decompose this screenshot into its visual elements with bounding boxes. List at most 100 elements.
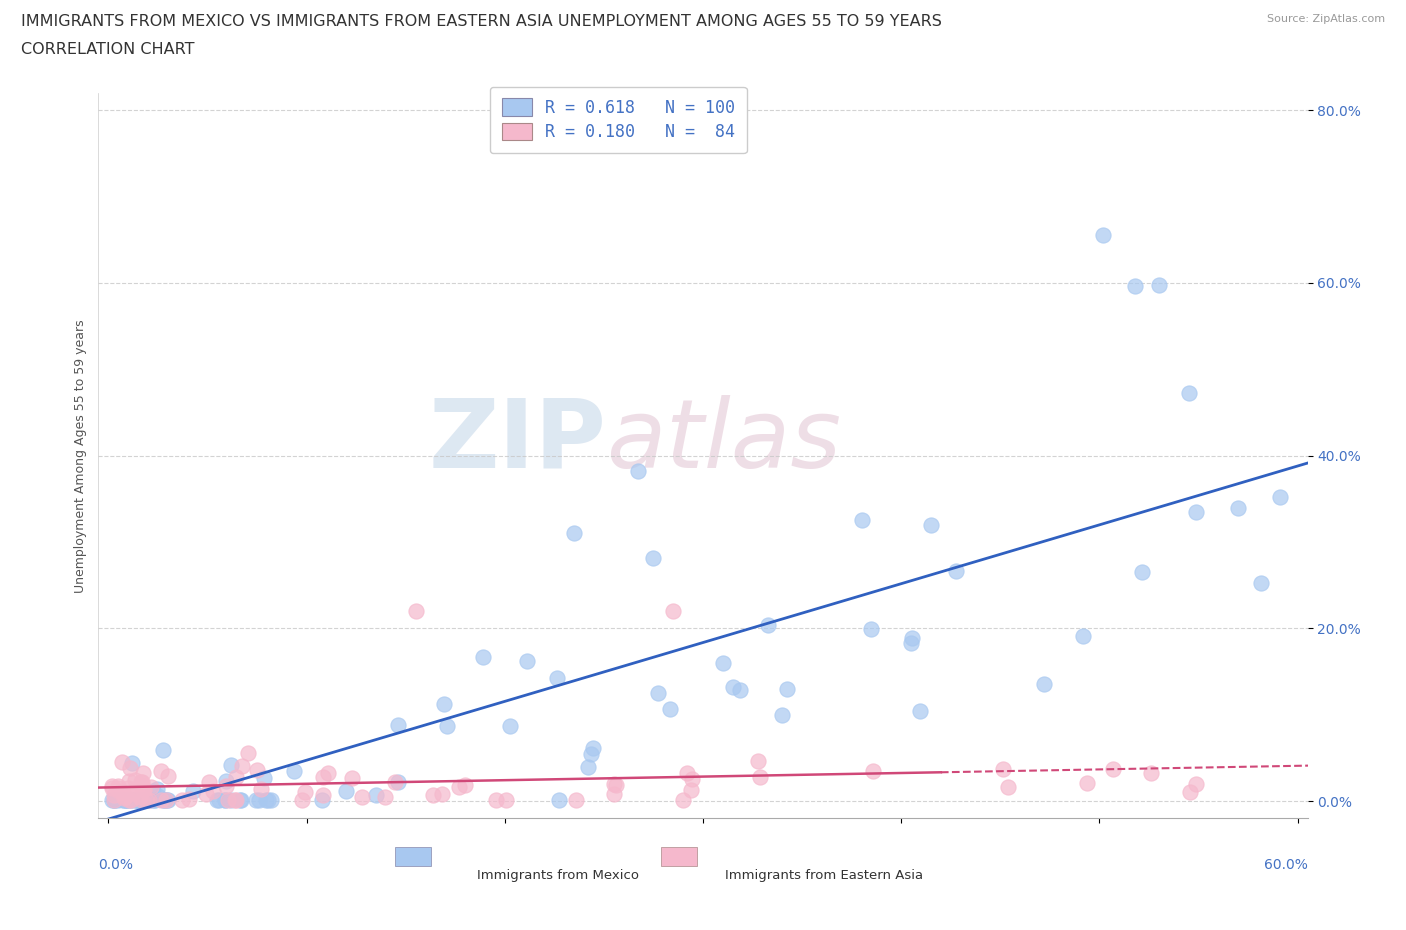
Point — [1250, 576, 1272, 591]
Point — [103, 792, 125, 807]
Point — [603, 787, 626, 802]
Point — [149, 792, 172, 807]
Text: Immigrants from Mexico: Immigrants from Mexico — [477, 870, 638, 883]
Point — [259, 792, 281, 807]
Point — [991, 762, 1014, 777]
Point — [1092, 228, 1115, 243]
Point — [564, 792, 586, 807]
Point — [138, 792, 160, 807]
Point — [681, 772, 703, 787]
Point — [728, 683, 751, 698]
Point — [132, 781, 155, 796]
Text: Immigrants from Eastern Asia: Immigrants from Eastern Asia — [725, 870, 922, 883]
Point — [340, 771, 363, 786]
Point — [132, 782, 155, 797]
Point — [605, 777, 627, 792]
Point — [672, 792, 695, 807]
Point — [131, 774, 153, 789]
Point — [1076, 776, 1098, 790]
Point — [449, 779, 471, 794]
Point — [181, 783, 204, 798]
FancyBboxPatch shape — [661, 847, 697, 866]
Point — [131, 774, 153, 789]
Point — [128, 792, 150, 807]
Point — [1033, 676, 1056, 691]
Text: Source: ZipAtlas.com: Source: ZipAtlas.com — [1267, 14, 1385, 24]
Point — [229, 792, 252, 807]
Point — [374, 789, 396, 804]
Point — [256, 792, 278, 807]
Point — [115, 792, 138, 807]
Point — [208, 792, 231, 807]
Point — [134, 792, 156, 807]
Point — [215, 778, 238, 793]
Point — [122, 785, 145, 800]
Point — [156, 792, 179, 807]
Point — [219, 792, 242, 807]
Point — [135, 792, 157, 807]
Point — [128, 792, 150, 807]
Point — [215, 773, 238, 788]
Point — [254, 792, 277, 807]
Point — [454, 777, 477, 792]
Point — [138, 792, 160, 807]
Point — [107, 778, 129, 793]
Point — [405, 604, 427, 618]
Point — [366, 788, 388, 803]
Point — [141, 779, 163, 794]
Point — [145, 782, 167, 797]
Point — [294, 784, 316, 799]
Point — [643, 551, 665, 565]
Point — [229, 792, 252, 807]
Point — [112, 790, 135, 805]
Point — [221, 758, 243, 773]
Point — [547, 792, 569, 807]
Point — [131, 777, 153, 792]
Point — [387, 775, 409, 790]
Point — [117, 792, 139, 807]
Point — [749, 769, 772, 784]
Point — [117, 774, 139, 789]
Point — [253, 770, 276, 785]
Point — [901, 631, 924, 645]
Point — [127, 781, 149, 796]
Point — [945, 564, 967, 578]
Text: 0.0%: 0.0% — [98, 858, 134, 872]
Point — [236, 746, 259, 761]
Point — [103, 788, 125, 803]
Text: ZIP: ZIP — [429, 394, 606, 487]
Point — [579, 746, 602, 761]
Point — [101, 779, 124, 794]
Point — [312, 788, 335, 803]
Point — [155, 792, 177, 807]
Text: IMMIGRANTS FROM MEXICO VS IMMIGRANTS FROM EASTERN ASIA UNEMPLOYMENT AMONG AGES 5: IMMIGRANTS FROM MEXICO VS IMMIGRANTS FRO… — [21, 14, 942, 29]
Point — [485, 792, 508, 807]
Point — [1071, 629, 1094, 644]
Point — [115, 792, 138, 807]
Point — [125, 792, 148, 807]
Point — [152, 742, 174, 757]
Point — [335, 783, 357, 798]
Point — [430, 787, 453, 802]
Point — [132, 765, 155, 780]
Point — [1147, 277, 1170, 292]
Point — [291, 792, 314, 807]
Point — [194, 787, 217, 802]
Point — [770, 707, 793, 722]
Point — [576, 760, 599, 775]
Point — [156, 768, 179, 783]
Point — [111, 792, 134, 807]
Point — [711, 656, 734, 671]
Point — [920, 517, 942, 532]
Text: CORRELATION CHART: CORRELATION CHART — [21, 42, 194, 57]
Point — [1184, 777, 1206, 791]
Point — [316, 765, 339, 780]
Point — [775, 682, 797, 697]
Point — [626, 464, 648, 479]
Point — [231, 758, 253, 773]
Point — [312, 769, 335, 784]
Point — [851, 513, 873, 528]
Point — [247, 792, 270, 807]
Point — [124, 773, 146, 788]
Point — [495, 792, 517, 807]
